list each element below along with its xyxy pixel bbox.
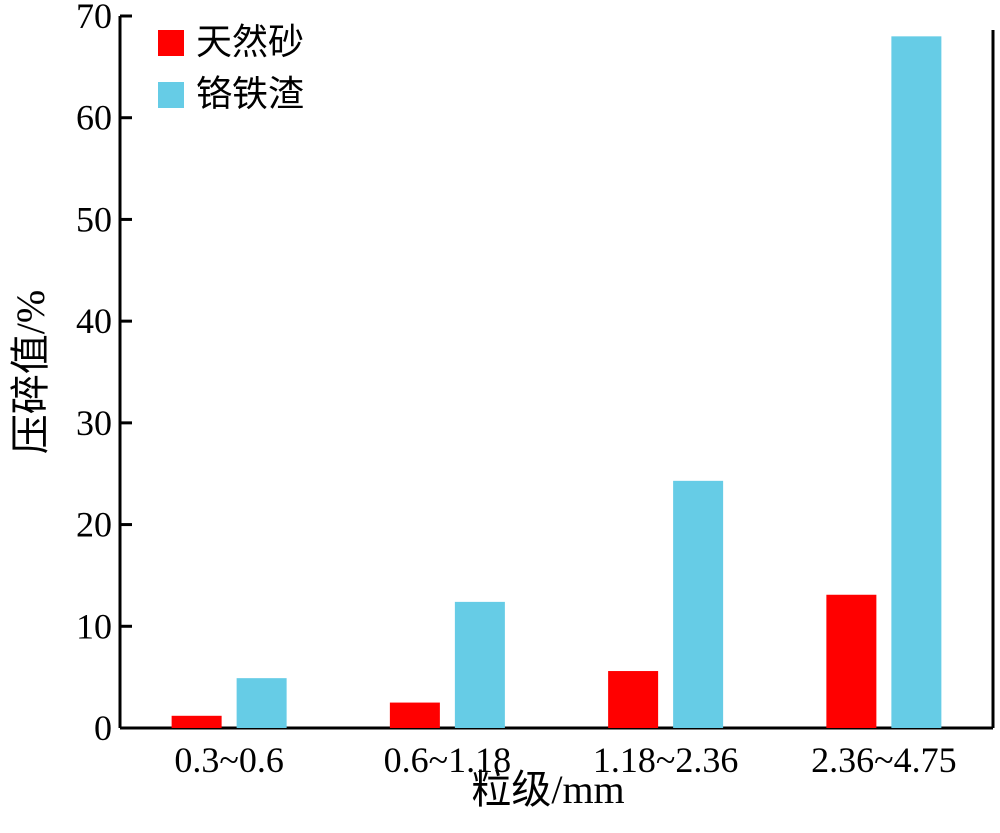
bar-natural-sand-1: [171, 715, 222, 728]
y-tick-label: 70: [76, 0, 112, 36]
x-ticks: 0.3~0.6 0.6~1.18 1.18~2.36 2.36~4.75: [174, 740, 956, 780]
x-tick-label: 0.6~1.18: [384, 740, 511, 780]
x-tick-label: 1.18~2.36: [593, 740, 738, 780]
y-axis-label: 压碎值/%: [8, 290, 53, 454]
y-tick-label: 20: [76, 505, 112, 545]
y-ticks: 0 10 20 30 40 50 60 70: [76, 0, 132, 748]
bar-natural-sand-2: [389, 702, 440, 728]
bars: [171, 36, 942, 729]
y-tick-label: 30: [76, 403, 112, 443]
legend-label: 天然砂: [196, 22, 304, 62]
bar-ferrochrome-slag-4: [891, 36, 942, 729]
y-tick-label: 10: [76, 606, 112, 646]
y-tick-label: 60: [76, 98, 112, 138]
bar-ferrochrome-slag-3: [673, 480, 724, 728]
legend-swatch: [158, 30, 184, 56]
x-axis-label: 粒级/mm: [471, 767, 624, 812]
bar-natural-sand-3: [608, 671, 659, 728]
bar-ferrochrome-slag-1: [236, 678, 287, 728]
legend-label: 铬铁渣: [196, 74, 304, 114]
legend-swatch: [158, 82, 184, 108]
y-tick-label: 50: [76, 199, 112, 239]
y-tick-label: 0: [94, 708, 112, 748]
x-tick-label: 0.3~0.6: [174, 740, 283, 780]
y-tick-label: 40: [76, 301, 112, 341]
bar-ferrochrome-slag-2: [454, 601, 505, 728]
x-tick-label: 2.36~4.75: [811, 740, 956, 780]
bar-natural-sand-4: [826, 594, 877, 728]
